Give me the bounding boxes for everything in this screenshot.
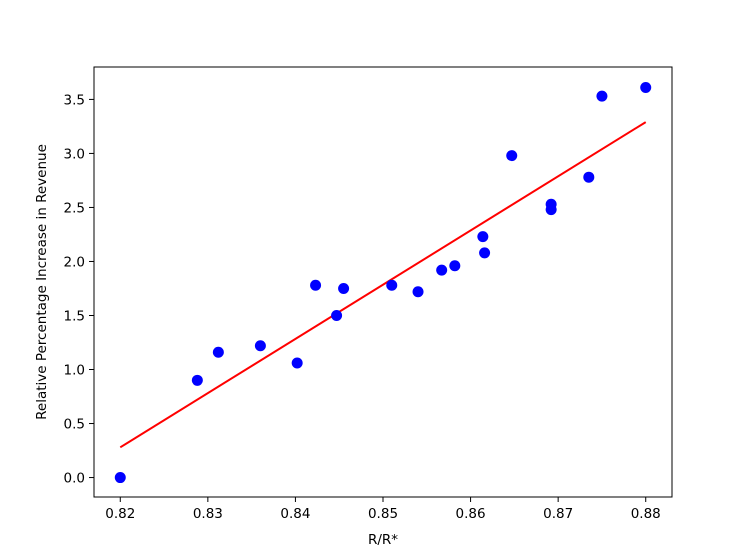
y-tick-label: 2.5 — [64, 200, 85, 216]
y-tick-label: 2.0 — [64, 254, 85, 270]
x-tick-label: 0.86 — [456, 506, 486, 522]
data-point — [191, 374, 203, 386]
y-axis-label: Relative Percentage Increase in Revenue — [34, 144, 50, 420]
data-point — [291, 357, 303, 369]
data-point — [436, 264, 448, 276]
x-tick-label: 0.82 — [105, 506, 135, 522]
y-tick-label: 0.5 — [64, 417, 85, 433]
x-tick-label: 0.88 — [631, 506, 661, 522]
x-tick-label: 0.84 — [280, 506, 310, 522]
plot-area — [94, 67, 672, 497]
x-axis: 0.82 0.83 0.84 0.85 0.86 0.87 0.88 — [105, 497, 661, 522]
y-tick-label: 3.0 — [64, 146, 85, 162]
fit-line-layer — [119, 121, 647, 449]
data-point — [386, 279, 398, 291]
y-tick-label: 3.5 — [64, 92, 85, 108]
data-point — [331, 309, 343, 321]
data-point — [545, 204, 557, 216]
y-tick-label: 0.0 — [64, 471, 85, 487]
x-axis-label: R/R* — [368, 532, 398, 548]
data-point — [338, 282, 350, 294]
data-points — [114, 82, 652, 484]
data-point — [449, 260, 461, 272]
data-point — [479, 247, 491, 259]
data-point — [583, 171, 595, 183]
data-point — [640, 82, 652, 94]
data-point — [212, 346, 224, 358]
data-point — [596, 90, 608, 102]
data-point — [254, 340, 266, 352]
data-point — [477, 231, 489, 243]
x-tick-label: 0.83 — [193, 506, 223, 522]
data-point — [310, 279, 322, 291]
x-tick-label: 0.87 — [543, 506, 573, 522]
data-point — [412, 286, 424, 298]
fit-line — [119, 121, 647, 449]
x-tick-label: 0.85 — [368, 506, 398, 522]
data-point — [506, 150, 518, 162]
y-tick-label: 1.0 — [64, 363, 85, 379]
y-axis: 0.0 0.5 1.0 1.5 2.0 2.5 3.0 3.5 — [64, 92, 94, 487]
data-point — [114, 472, 126, 484]
y-tick-label: 1.5 — [64, 308, 85, 324]
plot-frame — [93, 66, 673, 498]
